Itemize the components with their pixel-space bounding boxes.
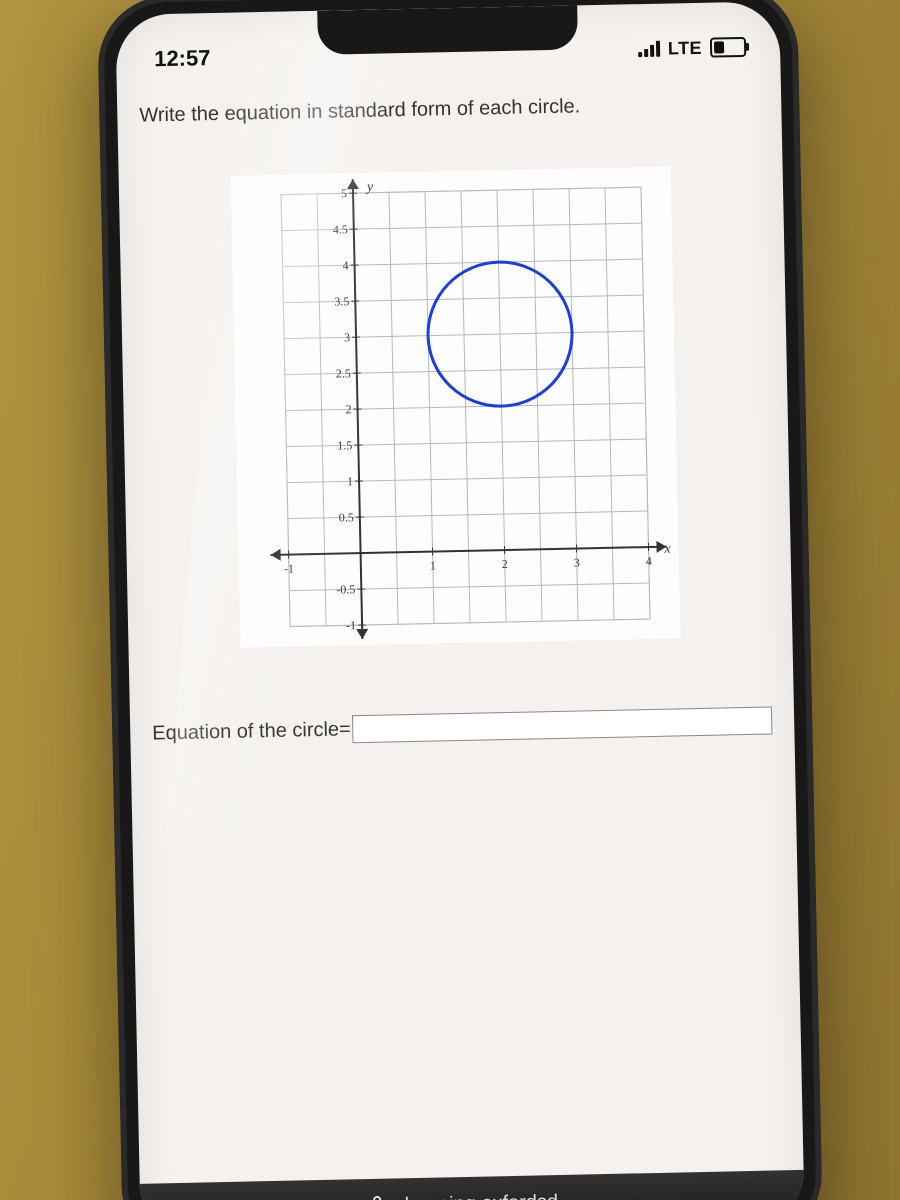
svg-text:0.5: 0.5: [339, 510, 354, 524]
svg-text:4.5: 4.5: [333, 222, 348, 236]
svg-text:5: 5: [341, 186, 347, 200]
equation-input[interactable]: [352, 706, 772, 743]
network-label: LTE: [668, 37, 703, 59]
svg-text:-1: -1: [284, 561, 294, 575]
page-content: Write the equation in standard form of e…: [117, 91, 803, 1184]
svg-text:2: 2: [502, 557, 508, 571]
lock-icon: [369, 1194, 385, 1200]
svg-text:y: y: [365, 180, 374, 195]
battery-fill: [714, 41, 724, 53]
svg-text:1: 1: [430, 558, 436, 572]
svg-text:2: 2: [345, 402, 351, 416]
cellular-signal-icon: [638, 41, 660, 57]
coordinate-graph: -1 -0.5 0.5 1 1.5 2 2.5 3 3.5 4 4.5 5 -1 1 2 3 4 y x: [231, 166, 681, 647]
battery-icon: [710, 37, 746, 58]
answer-row: Equation of the circle=: [152, 706, 772, 747]
status-right-group: LTE: [638, 36, 747, 59]
question-text: Write the equation in standard form of e…: [139, 92, 759, 128]
svg-text:1: 1: [347, 474, 353, 488]
svg-text:3: 3: [344, 330, 350, 344]
answer-label: Equation of the circle=: [152, 718, 351, 745]
svg-text:2.5: 2.5: [336, 366, 351, 380]
svg-text:-1: -1: [346, 618, 356, 632]
svg-text:-0.5: -0.5: [336, 582, 355, 596]
svg-text:x: x: [663, 542, 671, 557]
svg-text:4: 4: [646, 554, 652, 568]
graph-container: -1 -0.5 0.5 1 1.5 2 2.5 3 3.5 4 4.5 5 -1 1 2 3 4 y x: [141, 165, 771, 650]
phone-screen: 12:57 LTE Write the equation in standard…: [115, 1, 804, 1200]
phone-notch: [317, 5, 578, 54]
url-display-group: elearning.oxfordsd...: [140, 1185, 804, 1200]
phone-frame: 12:57 LTE Write the equation in standard…: [97, 0, 823, 1200]
svg-text:4: 4: [342, 258, 348, 272]
svg-text:3: 3: [574, 555, 580, 569]
status-time: 12:57: [154, 45, 211, 72]
svg-text:3.5: 3.5: [334, 294, 349, 308]
desk-background: 12:57 LTE Write the equation in standard…: [0, 0, 900, 1200]
svg-text:1.5: 1.5: [337, 438, 352, 452]
url-text[interactable]: elearning.oxfordsd...: [393, 1191, 575, 1200]
